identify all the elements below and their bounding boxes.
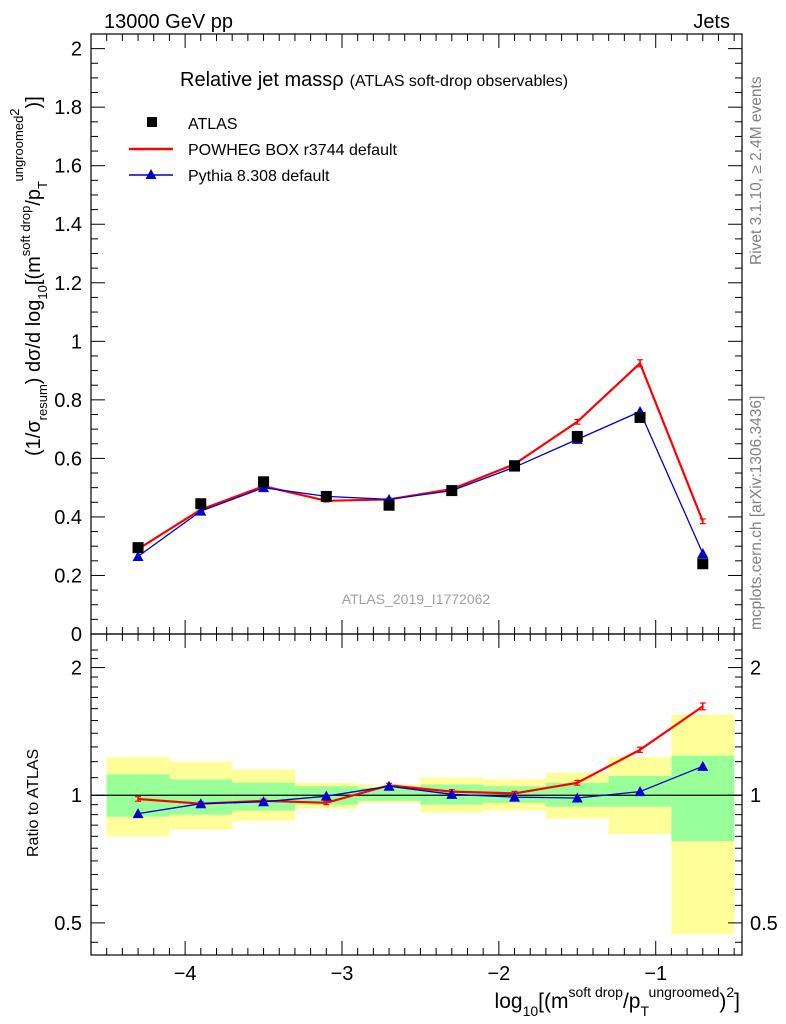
legend-pythia-marker	[145, 169, 157, 179]
ratio-y-tick-label-right: 0.5	[750, 913, 778, 935]
main-y-tick-label: 2	[71, 39, 82, 61]
rivet-label: Rivet 3.1.10, ≥ 2.4M events	[748, 76, 765, 265]
ratio-pythia-marker	[634, 786, 646, 797]
ratio-pythia-marker	[697, 760, 709, 771]
ratio-pythia-line	[137, 765, 704, 815]
ratio-pythia-marker	[258, 796, 270, 807]
atlas-data-point	[509, 460, 521, 472]
ratio-pythia-marker	[383, 780, 395, 791]
main-y-tick-label: 1.4	[54, 214, 82, 236]
atlas-data-point	[132, 542, 144, 554]
ratio-y-tick-label: 0.5	[54, 913, 82, 935]
atlas-data-point	[195, 498, 207, 510]
powheg-line	[137, 361, 704, 551]
atlas-data-point	[571, 430, 583, 442]
legend-atlas-label: ATLAS	[188, 116, 238, 133]
ratio-plot-frame	[90, 633, 743, 956]
ratio-y-axis-label: Ratio to ATLAS	[25, 749, 42, 857]
x-axis-label: log10[(msoft drop/pTungroomed)2]	[495, 984, 740, 1019]
plot-layers: −4 −3 −2 −1 0 0.2 0.4 0.6 0.8 1 1.2 1.4 1.6 1.8 2 0.5 0.…	[54, 33, 778, 985]
atlas-data-point	[320, 490, 332, 502]
ratio-pythia-marker	[320, 790, 332, 801]
main-y-tick-label: 0.6	[54, 448, 82, 470]
atlas-data-point	[697, 558, 709, 570]
ratio-y-tick-label: 1	[71, 785, 82, 807]
x-tick-label: −3	[331, 963, 354, 985]
main-y-tick-label: 0.2	[54, 565, 82, 587]
legend-pythia-label: Pythia 8.308 default	[188, 168, 330, 185]
ratio-pythia-marker	[195, 798, 207, 809]
pythia-marker	[132, 550, 144, 561]
pythia-marker	[195, 505, 207, 516]
ratio-y-tick-label-right: 1	[750, 785, 761, 807]
ratio-y-tick-label: 2	[71, 658, 82, 680]
main-y-axis-label: (1/σresum) dσ/d log10[(msoft drop/pTungr…	[7, 96, 50, 456]
ratio-pythia-marker	[571, 792, 583, 803]
ratio-pythia-marker	[132, 808, 144, 819]
main-y-tick-label: 1.6	[54, 156, 82, 178]
atlas-data-point	[446, 485, 458, 497]
mcplots-label: mcplots.cern.ch [arXiv:1306.3436]	[748, 396, 765, 630]
legend: ATLAS POWHEG BOX r3744 default Pythia 8.…	[129, 116, 398, 185]
atlas-data-point	[258, 476, 270, 488]
ratio-band-inner	[169, 779, 233, 815]
x-tick-label: −2	[487, 963, 510, 985]
x-tick-label: −1	[644, 963, 667, 985]
ratio-pythia-marker	[509, 791, 521, 802]
main-y-tick-label: 0.4	[54, 507, 82, 529]
analysis-watermark: ATLAS_2019_I1772062	[342, 591, 491, 607]
atlas-data-point	[634, 411, 646, 423]
legend-atlas-marker	[147, 117, 157, 127]
process-label: Jets	[693, 11, 730, 33]
energy-label: 13000 GeV pp	[104, 11, 233, 33]
atlas-data-point	[383, 499, 395, 511]
x-tick-label: −4	[174, 963, 197, 985]
main-y-tick-label: 1.8	[54, 97, 82, 119]
pythia-line	[137, 410, 704, 557]
main-y-tick-label: 0	[71, 624, 82, 646]
legend-powheg-label: POWHEG BOX r3744 default	[188, 142, 398, 159]
pythia-marker	[697, 548, 709, 559]
main-y-tick-label: 0.8	[54, 390, 82, 412]
ratio-pythia-marker	[446, 788, 458, 799]
main-y-tick-label: 1	[71, 331, 82, 353]
ratio-y-tick-label-right: 2	[750, 658, 761, 680]
ratio-band-inner	[357, 788, 421, 801]
chart-title: Relative jet massρ (ATLAS soft-drop obser…	[180, 69, 568, 91]
main-y-tick-label: 1.2	[54, 273, 82, 295]
